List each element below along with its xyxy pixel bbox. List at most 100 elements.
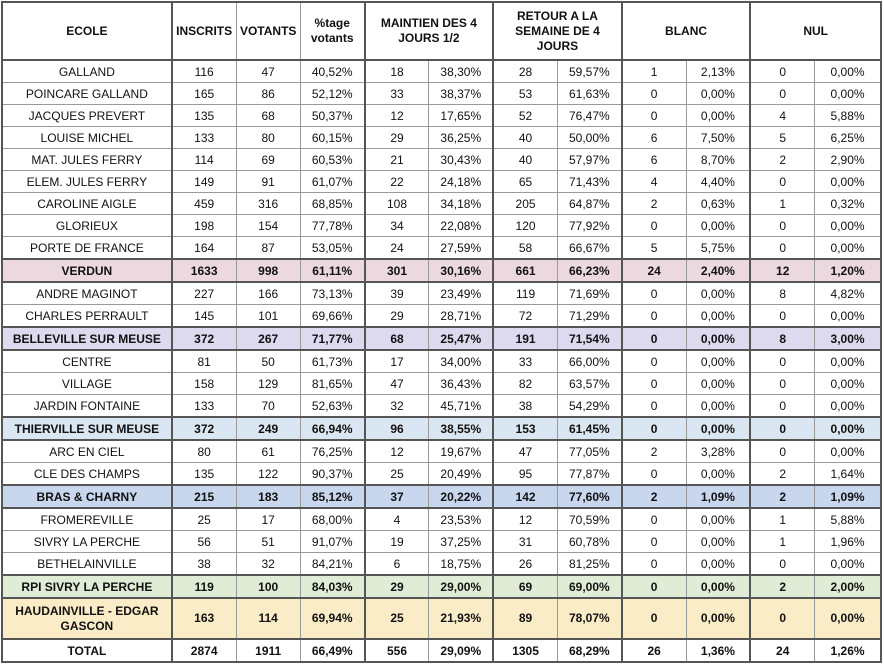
cell-r-n: 153 <box>492 416 558 441</box>
cell-m-p: 38,30% <box>428 59 494 83</box>
cell-ecole: CENTRE <box>1 349 173 373</box>
cell-ecole: JARDIN FONTAINE <box>1 394 173 418</box>
cell-r-p: 66,67% <box>556 236 623 260</box>
cell-m-p: 24,18% <box>428 170 494 193</box>
cell-m-n: 19 <box>363 530 430 553</box>
cell-r-n: 95 <box>492 462 558 486</box>
table-row: VILLAGE 158 129 81,65% 47 36,43% 82 63,57% 0 0,00… <box>1 372 882 395</box>
cell-inscrits: 215 <box>170 484 237 509</box>
cell-pct: 77,78% <box>299 214 366 237</box>
cell-b-n: 0 <box>620 574 687 599</box>
cell-b-p: 0,00% <box>685 530 751 553</box>
cell-b-p: 0,00% <box>685 394 751 418</box>
cell-m-n: 17 <box>363 349 430 373</box>
cell-n-n: 0 <box>749 372 816 395</box>
cell-inscrits: 158 <box>170 372 237 395</box>
header-ecole: ECOLE <box>1 1 173 61</box>
cell-votants: 69 <box>235 148 301 171</box>
cell-pct: 53,05% <box>299 236 366 260</box>
cell-b-p: 0,00% <box>685 597 751 640</box>
cell-n-p: 0,00% <box>814 349 882 373</box>
cell-r-p: 54,29% <box>556 394 623 418</box>
cell-inscrits: 198 <box>170 214 237 237</box>
cell-inscrits: 135 <box>170 462 237 486</box>
cell-inscrits: 227 <box>170 281 237 305</box>
cell-inscrits: 372 <box>170 326 237 351</box>
cell-b-n: 0 <box>620 349 687 373</box>
cell-m-n: 25 <box>363 462 430 486</box>
cell-m-p: 36,43% <box>428 372 494 395</box>
cell-votants: 100 <box>235 574 301 599</box>
cell-inscrits: 459 <box>170 192 237 215</box>
cell-n-n: 2 <box>749 484 816 509</box>
cell-n-n: 0 <box>749 597 816 640</box>
cell-b-p: 4,40% <box>685 170 751 193</box>
cell-b-n: 0 <box>620 507 687 531</box>
cell-r-n: 205 <box>492 192 558 215</box>
table-row: JACQUES PREVERT 135 68 50,37% 12 17,65% 52 76,4… <box>1 104 882 127</box>
table-row: ELEM. JULES FERRY 149 91 61,07% 22 24,18% 65 71… <box>1 170 882 193</box>
cell-pct: 69,94% <box>299 597 366 640</box>
cell-pct: 66,49% <box>299 638 366 663</box>
cell-n-p: 3,00% <box>814 326 882 351</box>
cell-r-n: 58 <box>492 236 558 260</box>
cell-m-n: 29 <box>363 574 430 599</box>
cell-b-n: 26 <box>620 638 687 663</box>
cell-r-p: 50,00% <box>556 126 623 149</box>
cell-inscrits: 165 <box>170 82 237 105</box>
cell-n-n: 2 <box>749 574 816 599</box>
cell-inscrits: 1633 <box>170 258 237 283</box>
table-row: GALLAND 116 47 40,52% 18 38,30% 28 59,57% 1 2,13%… <box>1 59 882 83</box>
header-votants: VOTANTS <box>235 1 301 61</box>
cell-ecole: CHARLES PERRAULT <box>1 304 173 328</box>
cell-inscrits: 133 <box>170 394 237 418</box>
cell-r-p: 64,87% <box>556 192 623 215</box>
cell-votants: 87 <box>235 236 301 260</box>
cell-r-p: 77,92% <box>556 214 623 237</box>
cell-votants: 101 <box>235 304 301 328</box>
cell-m-p: 30,16% <box>428 258 494 283</box>
cell-b-p: 0,00% <box>685 552 751 576</box>
cell-ecole: BELLEVILLE SUR MEUSE <box>1 326 173 351</box>
cell-ecole: JACQUES PREVERT <box>1 104 173 127</box>
header-maintien: MAINTIEN DES 4 JOURS 1/2 <box>363 1 494 61</box>
cell-b-n: 0 <box>620 104 687 127</box>
cell-r-p: 78,07% <box>556 597 623 640</box>
cell-pct: 84,21% <box>299 552 366 576</box>
cell-n-n: 0 <box>749 214 816 237</box>
cell-r-n: 31 <box>492 530 558 553</box>
cell-b-p: 0,00% <box>685 574 751 599</box>
cell-n-p: 4,82% <box>814 281 882 305</box>
cell-m-n: 12 <box>363 439 430 463</box>
cell-inscrits: 116 <box>170 59 237 83</box>
table-row: MAT. JULES FERRY 114 69 60,53% 21 30,43% 40 57,… <box>1 148 882 171</box>
cell-m-p: 22,08% <box>428 214 494 237</box>
cell-n-p: 0,00% <box>814 82 882 105</box>
cell-n-p: 0,00% <box>814 59 882 83</box>
cell-n-p: 0,00% <box>814 597 882 640</box>
header-blanc: BLANC <box>620 1 751 61</box>
cell-r-p: 59,57% <box>556 59 623 83</box>
cell-pct: 90,37% <box>299 462 366 486</box>
cell-n-n: 0 <box>749 82 816 105</box>
cell-r-n: 72 <box>492 304 558 328</box>
cell-m-n: 39 <box>363 281 430 305</box>
cell-r-p: 57,97% <box>556 148 623 171</box>
cell-inscrits: 149 <box>170 170 237 193</box>
cell-b-p: 0,00% <box>685 462 751 486</box>
cell-b-p: 0,00% <box>685 304 751 328</box>
cell-r-p: 76,47% <box>556 104 623 127</box>
cell-m-n: 34 <box>363 214 430 237</box>
cell-ecole: SIVRY LA PERCHE <box>1 530 173 553</box>
cell-b-p: 0,00% <box>685 281 751 305</box>
cell-m-n: 18 <box>363 59 430 83</box>
cell-n-p: 0,00% <box>814 372 882 395</box>
cell-r-p: 71,69% <box>556 281 623 305</box>
cell-ecole: CLE DES CHAMPS <box>1 462 173 486</box>
cell-ecole: HAUDAINVILLE - EDGAR GASCON <box>1 597 173 640</box>
cell-inscrits: 80 <box>170 439 237 463</box>
cell-n-p: 2,90% <box>814 148 882 171</box>
cell-pct: 84,03% <box>299 574 366 599</box>
header-inscrits: INSCRITS <box>170 1 237 61</box>
